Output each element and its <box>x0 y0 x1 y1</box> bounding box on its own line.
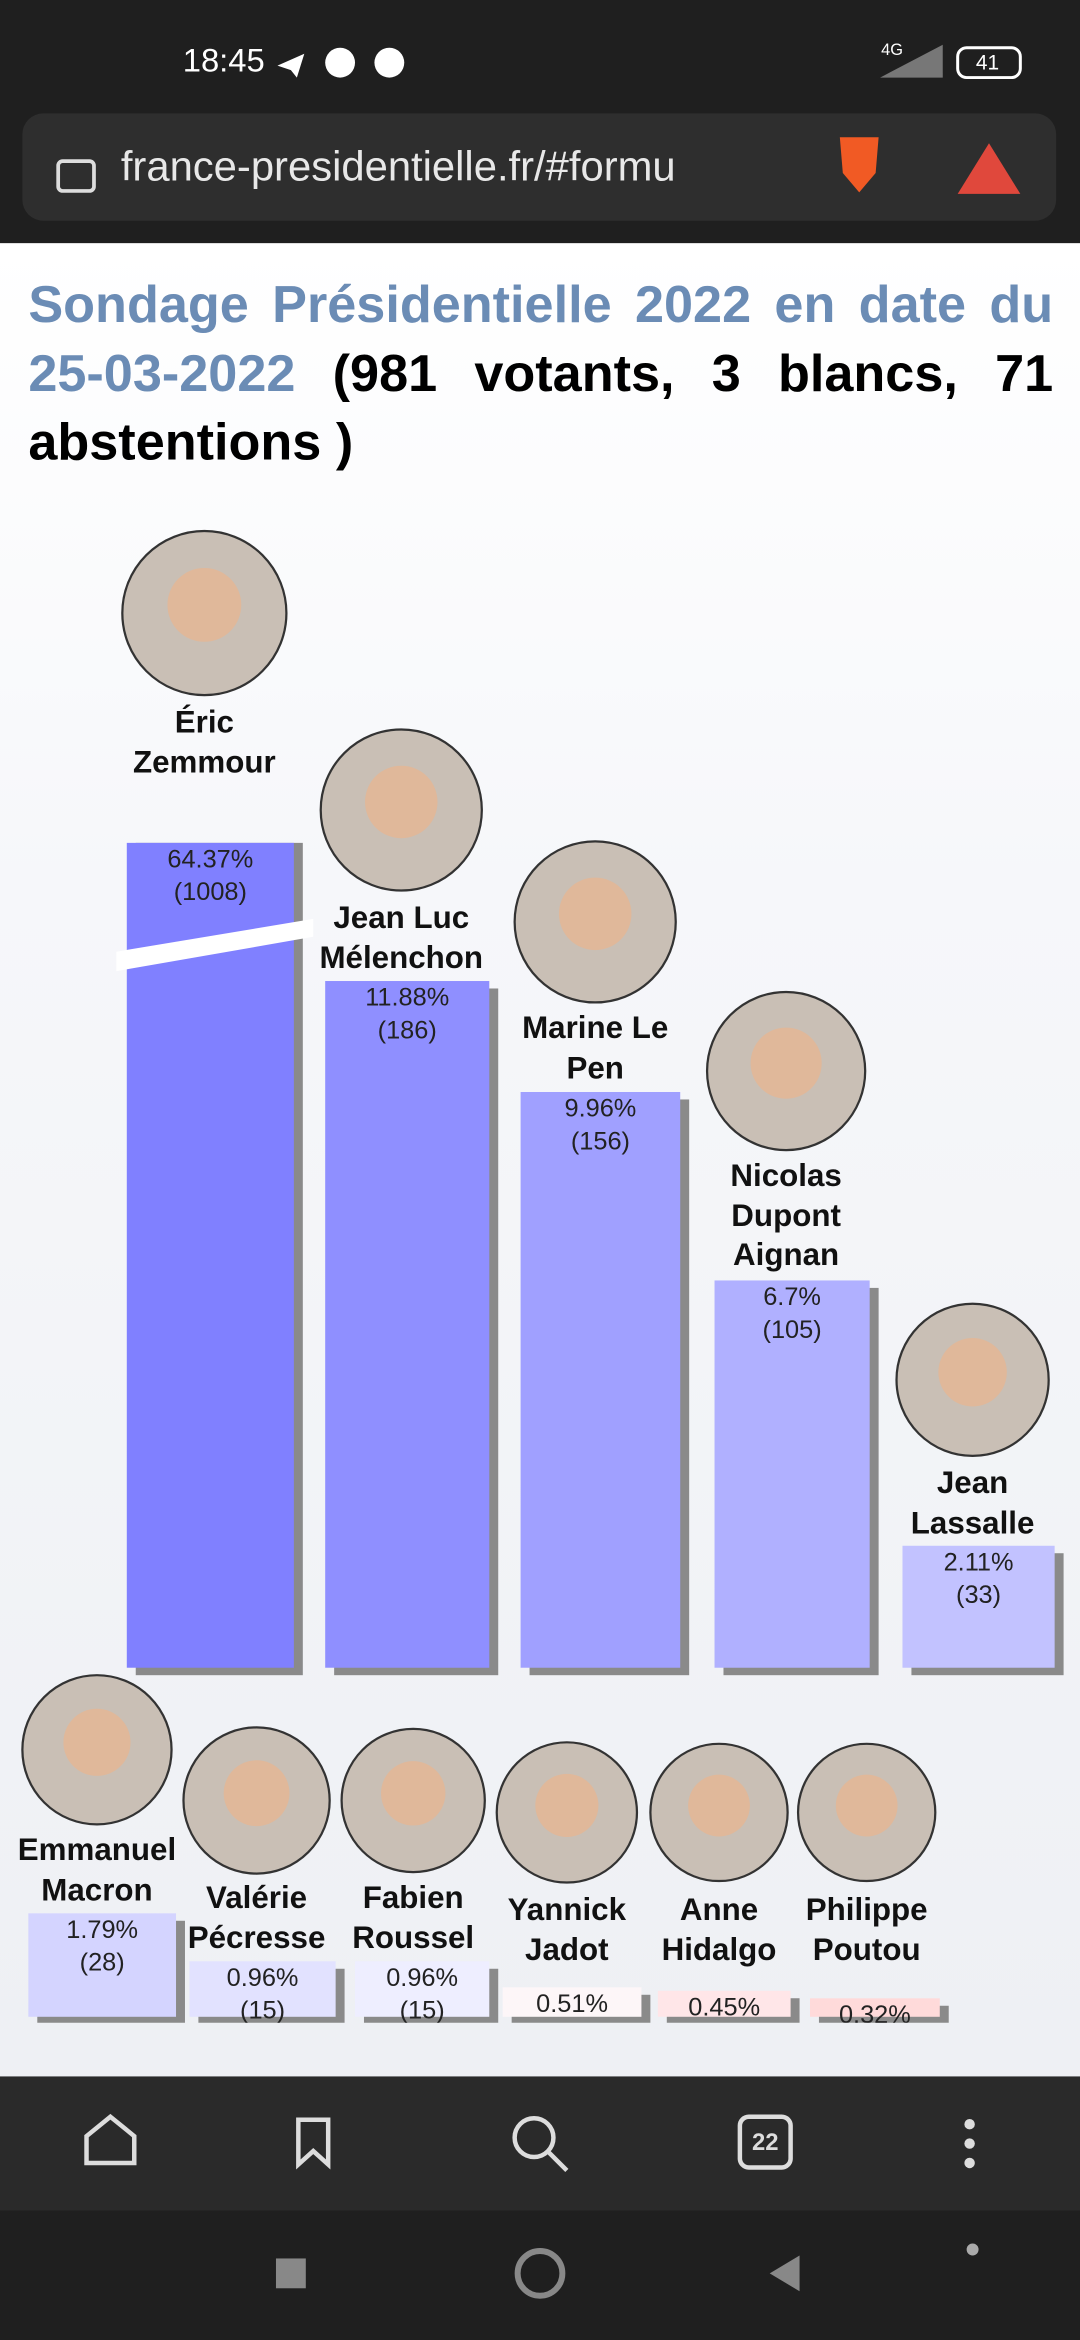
value-label: 0.45% <box>688 1993 760 2021</box>
candidate-name: Jean Lassalle <box>910 1466 1035 1541</box>
bar <box>325 981 490 1668</box>
tabs-button[interactable] <box>737 2114 793 2170</box>
browser-toolbar <box>0 2076 1080 2211</box>
candidate-name: Jean Luc Mélenchon <box>319 900 484 975</box>
home-nav-button[interactable] <box>514 2248 566 2299</box>
url-text[interactable]: france-presidentielle.fr/#formu <box>120 143 676 190</box>
candidate-name: Éric Zemmour <box>132 705 276 780</box>
photo-face <box>63 1708 131 1776</box>
votes-label: (15) <box>400 1997 445 2025</box>
votes-label: (33) <box>956 1581 1001 1609</box>
page-title: Sondage Présidentielle 2022 en date du 2… <box>28 271 1053 477</box>
back-button[interactable] <box>769 2255 800 2292</box>
messenger-icon <box>325 47 356 78</box>
photo-face <box>688 1774 750 1837</box>
search-handle <box>545 2149 569 2173</box>
value-label: 0.96% <box>386 1964 458 1992</box>
votes-label: (28) <box>80 1949 125 1977</box>
candidate-name: Marine Le Pen <box>522 1011 669 1086</box>
candidate-name: Yannick Jadot <box>507 1892 627 1967</box>
top-bars: 64.37% (1008) 11.88% (186) 9.96% (156) 6.7% (10… <box>116 842 1064 1676</box>
battery-icon <box>956 46 1022 80</box>
photo-face <box>167 567 242 642</box>
bar <box>809 1998 940 2017</box>
telegram-icon <box>277 53 305 78</box>
recents-button[interactable] <box>275 2258 306 2289</box>
value-label: 6.7% <box>763 1283 821 1311</box>
bottom-bars: 1.79% (28) 0.96% (15) 0.96% (15) 0.51% 0.45% 0.3… <box>28 1913 949 2029</box>
status-time: 18:45 <box>183 41 265 78</box>
value-label: 11.88% <box>365 984 449 1012</box>
title-rest: (981 votants, 3 blancs, 71 abstentions ) <box>28 344 1054 472</box>
candidate-name: Valérie Pécresse <box>187 1881 326 1955</box>
app-icon <box>374 47 405 78</box>
votes-label: (156) <box>571 1127 630 1155</box>
bar <box>189 1961 336 2017</box>
bar <box>902 1545 1055 1668</box>
bar <box>657 1990 791 2017</box>
title-highlight: Sondage Présidentielle 2022 en date du 2… <box>28 275 1054 403</box>
votes-label: (186) <box>378 1016 437 1044</box>
value-label: 1.79% <box>66 1916 138 1944</box>
bar <box>126 842 294 1668</box>
photo-face <box>558 877 632 951</box>
bar <box>355 1961 490 2017</box>
candidate-name: Emmanuel Macron <box>17 1833 177 1908</box>
photo-face <box>223 1760 290 1827</box>
bat-icon[interactable] <box>957 143 1021 194</box>
votes-label: (1008) <box>174 878 247 906</box>
candidate-name: Nicolas Dupont Aignan <box>730 1159 842 1273</box>
network-type: 4G <box>881 41 903 59</box>
accessibility-button[interactable] <box>966 2243 979 2256</box>
home-button[interactable] <box>84 2113 137 2166</box>
bar <box>502 1987 642 2017</box>
photo-face <box>938 1337 1007 1407</box>
votes-label: (15) <box>240 1997 285 2025</box>
system-nav <box>0 2210 1080 2340</box>
candidate-name: Anne Hidalgo <box>661 1892 777 1967</box>
photo-face <box>835 1774 898 1837</box>
axis-break <box>116 918 314 972</box>
brave-icon[interactable] <box>839 137 879 193</box>
photo-face <box>380 1761 446 1826</box>
value-label: 2.11% <box>944 1548 1014 1576</box>
votes-label: (105) <box>763 1316 822 1344</box>
photo-face <box>750 1027 822 1099</box>
bar <box>28 1913 177 2017</box>
bookmark-button[interactable] <box>296 2117 331 2170</box>
value-label: 64.37% <box>167 845 253 873</box>
value-label: 0.96% <box>227 1964 299 1992</box>
candidate-name: Philippe Poutou <box>805 1892 928 1967</box>
search-button[interactable] <box>512 2115 556 2160</box>
menu-button[interactable] <box>964 2118 975 2169</box>
bar <box>520 1092 681 1668</box>
url-bar[interactable] <box>22 113 1057 221</box>
value-label: 0.51% <box>536 1990 608 2018</box>
bar <box>714 1280 870 1668</box>
value-label: 9.96% <box>564 1095 636 1123</box>
photo-face <box>535 1773 599 1837</box>
tab-count: 22 <box>752 2129 779 2156</box>
battery-level: 41 <box>976 52 999 75</box>
candidate-name: Fabien Roussel <box>352 1881 475 1955</box>
value-label: 0.32% <box>839 2001 911 2029</box>
photo-face <box>365 765 438 839</box>
lock-icon <box>56 159 96 193</box>
